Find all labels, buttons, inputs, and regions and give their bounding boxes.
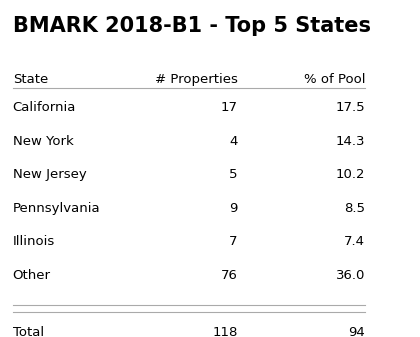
Text: Total: Total [13, 326, 44, 337]
Text: Other: Other [13, 269, 51, 282]
Text: 7: 7 [229, 235, 238, 248]
Text: 7.4: 7.4 [344, 235, 365, 248]
Text: 4: 4 [229, 135, 238, 148]
Text: # Properties: # Properties [155, 73, 238, 86]
Text: New York: New York [13, 135, 74, 148]
Text: California: California [13, 101, 76, 115]
Text: Pennsylvania: Pennsylvania [13, 202, 100, 215]
Text: Illinois: Illinois [13, 235, 55, 248]
Text: 118: 118 [212, 326, 238, 337]
Text: 17: 17 [220, 101, 238, 115]
Text: 10.2: 10.2 [336, 168, 365, 181]
Text: 36.0: 36.0 [336, 269, 365, 282]
Text: 14.3: 14.3 [336, 135, 365, 148]
Text: % of Pool: % of Pool [304, 73, 365, 86]
Text: 17.5: 17.5 [336, 101, 365, 115]
Text: 9: 9 [229, 202, 238, 215]
Text: BMARK 2018-B1 - Top 5 States: BMARK 2018-B1 - Top 5 States [13, 16, 370, 36]
Text: 76: 76 [221, 269, 238, 282]
Text: 8.5: 8.5 [344, 202, 365, 215]
Text: 5: 5 [229, 168, 238, 181]
Text: 94: 94 [348, 326, 365, 337]
Text: New Jersey: New Jersey [13, 168, 87, 181]
Text: State: State [13, 73, 48, 86]
